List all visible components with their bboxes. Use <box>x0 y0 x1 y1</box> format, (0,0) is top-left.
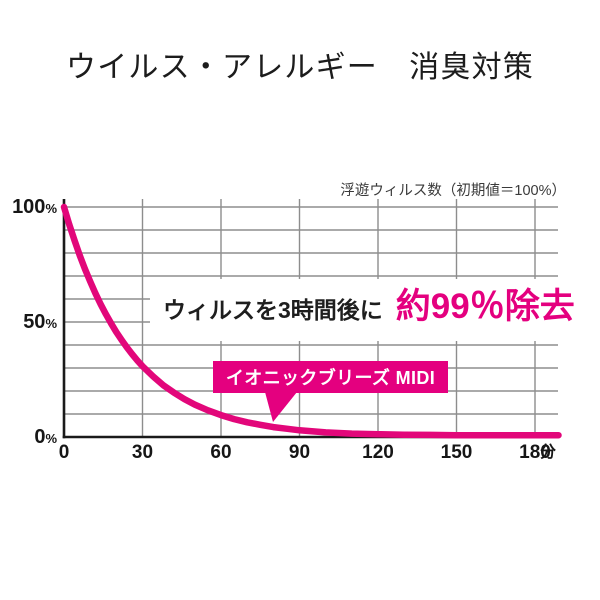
x-tick-label: 180 <box>519 442 551 463</box>
annotation-highlight: 約99％除去 <box>395 287 575 326</box>
x-tick-label: 90 <box>289 442 310 463</box>
chart-note: 浮遊ウィルス数（初期値＝100%） <box>340 183 566 199</box>
x-tick-label: 120 <box>362 442 394 463</box>
y-tick-label: 100% <box>12 196 57 218</box>
annotation-box: ウィルスを3時間後に 約99％除去 <box>150 279 575 341</box>
page-title: ウイルス・アレルギー 消臭対策 <box>66 51 534 84</box>
y-tick-label: 0% <box>34 426 57 448</box>
x-tick-label: 60 <box>210 442 231 463</box>
annotation-text: ウィルスを3時間後に <box>163 297 383 323</box>
x-axis-unit: 分 <box>540 443 556 461</box>
x-tick-label: 30 <box>132 442 153 463</box>
series-callout-label: イオニックブリーズ MIDI <box>213 361 448 393</box>
decay-curve <box>60 203 562 439</box>
y-tick-label: 50% <box>23 311 57 333</box>
x-tick-label: 150 <box>441 442 473 463</box>
callout-pointer <box>265 392 297 422</box>
x-tick-label: 0 <box>59 442 70 463</box>
